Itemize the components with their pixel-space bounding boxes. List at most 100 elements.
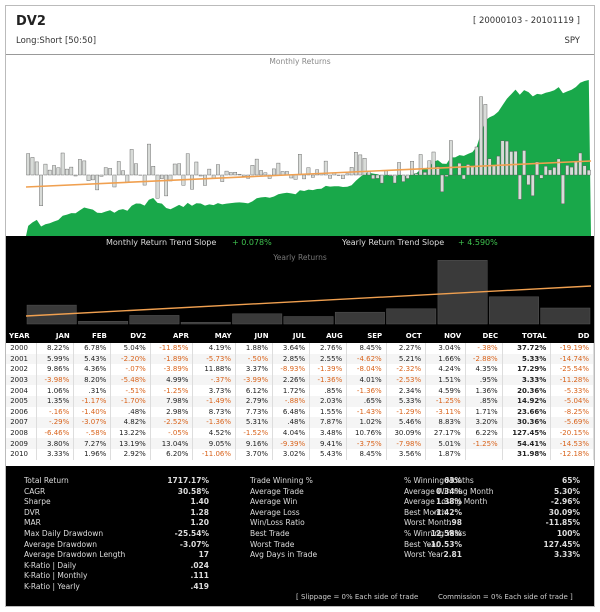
- return-cell: 1.51%: [425, 374, 466, 386]
- table-row: 2000 8.22% 6.78% 5.04% -11.85% 4.19% 1.88% 3.64…: [6, 343, 594, 354]
- year-cell: 2003: [6, 374, 38, 386]
- stat-value: -11.85%: [545, 518, 580, 528]
- monthly-return-bar: [293, 174, 298, 180]
- stat-value: 127.45%: [543, 539, 580, 549]
- returns-table-header: YEAR JAN FEB DV2 APR MAY JUN JUL AUG SEP OCT NOV DEC…: [6, 328, 594, 343]
- monthly-return-bar: [151, 165, 156, 176]
- stat-value: 2.81: [443, 550, 462, 560]
- yearly-return-bar: [540, 307, 591, 325]
- stat-label: Trade Winning %: [250, 476, 313, 485]
- monthly-return-bar: [302, 174, 306, 180]
- stat-row: K-Ratio | Daily .024: [24, 561, 209, 572]
- monthly-returns-chart: Monthly Returns: [6, 54, 594, 236]
- benchmark-ticker: SPY: [564, 36, 580, 46]
- monthly-return-bar: [147, 143, 151, 176]
- return-cell: -5.48%: [110, 374, 151, 386]
- return-cell: 6.20%: [150, 448, 194, 460]
- stat-row: Worst Month -11.85%: [404, 518, 580, 529]
- monthly-return-bar: [237, 173, 242, 176]
- stat-value: 1.40: [190, 497, 209, 507]
- monthly-return-bar: [405, 174, 410, 179]
- yearly-chart-canvas: [25, 260, 592, 325]
- stat-row: Worst Year 3.33%: [404, 550, 580, 561]
- return-cell: 8.20%: [73, 374, 112, 386]
- return-cell: 1.88%: [235, 343, 274, 354]
- strategy-title: DV2: [16, 14, 46, 29]
- return-cell: 6.22%: [465, 427, 503, 439]
- monthly-return-bar: [397, 162, 401, 176]
- monthly-return-bar: [410, 160, 414, 176]
- stat-value: 100%: [556, 529, 580, 538]
- stat-value: 30.58%: [177, 486, 209, 496]
- return-cell: -5.69%: [550, 417, 594, 428]
- stat-value: -25.54%: [174, 529, 209, 538]
- stat-value: .419: [190, 582, 209, 591]
- stat-label: Average Losing Month: [404, 497, 488, 507]
- stat-label: K-Ratio | Yearly: [24, 582, 80, 591]
- return-cell: 4.36%: [73, 364, 112, 375]
- return-cell: -1.17%: [73, 395, 112, 407]
- monthly-return-bar: [509, 151, 514, 176]
- return-cell: -.51%: [110, 385, 151, 396]
- yearly-returns-chart: Yearly Returns: [6, 250, 594, 328]
- stat-row: Total Return 1717.17%: [24, 476, 209, 487]
- monthly-return-bar: [565, 165, 570, 176]
- return-cell: -3.98%: [36, 374, 75, 386]
- stat-row: K-Ratio | Monthly .111: [24, 571, 209, 582]
- year-cell: 2002: [6, 364, 38, 375]
- stat-value: -3.07%: [179, 539, 209, 549]
- return-cell: 2.03%: [309, 395, 348, 407]
- return-cell: 1.55%: [309, 406, 348, 418]
- monthly-return-bar: [129, 149, 134, 176]
- monthly-return-bar: [513, 150, 518, 176]
- return-cell: 5.33%: [386, 395, 427, 407]
- return-cell: 3.64%: [272, 343, 311, 354]
- return-cell: -1.25%: [425, 395, 466, 407]
- stat-label: CAGR: [24, 486, 46, 496]
- return-cell: 2.85%: [272, 353, 311, 365]
- return-cell: 13.22%: [110, 427, 151, 439]
- return-cell: -2.52%: [150, 417, 194, 428]
- return-cell: -1.36%: [192, 417, 237, 428]
- return-cell: 7.27%: [73, 438, 112, 449]
- monthly-return-bar: [414, 173, 419, 176]
- stat-value: 30.09%: [548, 507, 580, 517]
- monthly-return-bar: [34, 161, 39, 176]
- table-row: 2007 -.29% -3.07% 4.82% -2.52% -1.36% 5.31% .48…: [6, 417, 594, 428]
- stat-row: Trade Winning % 63%: [250, 476, 462, 487]
- monthly-return-bar: [73, 174, 78, 177]
- monthly-return-bar: [194, 161, 199, 176]
- monthly-return-bar: [556, 158, 561, 176]
- return-cell: 2.26%: [272, 374, 311, 386]
- stat-label: Average Drawdown Length: [24, 550, 126, 560]
- return-cell: -1.43%: [346, 406, 387, 418]
- return-cell: 2.92%: [110, 448, 151, 460]
- return-cell: -14.74%: [550, 353, 594, 365]
- report-header: DV2 Long:Short [50:50] [ 20000103 - 2010…: [6, 6, 594, 54]
- return-cell: -1.25%: [465, 438, 503, 449]
- stat-label: % Winning Months: [404, 476, 474, 485]
- column-header-nov: NOV: [425, 328, 466, 343]
- return-cell: -3.11%: [425, 406, 466, 418]
- return-cell: 1.02%: [346, 417, 387, 428]
- return-cell: .31%: [73, 385, 112, 396]
- commission-note: Commission = 0% Each side of trade ]: [438, 593, 573, 601]
- monthly-return-bar: [483, 104, 488, 176]
- monthly-return-bar: [548, 169, 552, 176]
- stat-row: Avg Days in Trade 2.81: [250, 550, 462, 561]
- return-cell: 1.66%: [425, 353, 466, 365]
- return-cell: 13.19%: [110, 438, 151, 449]
- column-header-may: MAY: [192, 328, 236, 343]
- monthly-return-bar: [552, 167, 557, 176]
- return-cell: 5.43%: [73, 353, 112, 365]
- monthly-return-bar: [418, 154, 423, 176]
- return-cell: -.38%: [465, 343, 503, 354]
- return-cell: 1.36%: [465, 385, 503, 396]
- monthly-return-bar: [198, 174, 203, 177]
- return-cell: 3.73%: [192, 385, 237, 396]
- column-header-dd: DD: [550, 328, 594, 343]
- monthly-return-bar: [582, 165, 587, 176]
- return-cell: 2.98%: [150, 406, 194, 418]
- return-cell: -1.25%: [150, 385, 194, 396]
- monthly-return-bar: [125, 174, 130, 183]
